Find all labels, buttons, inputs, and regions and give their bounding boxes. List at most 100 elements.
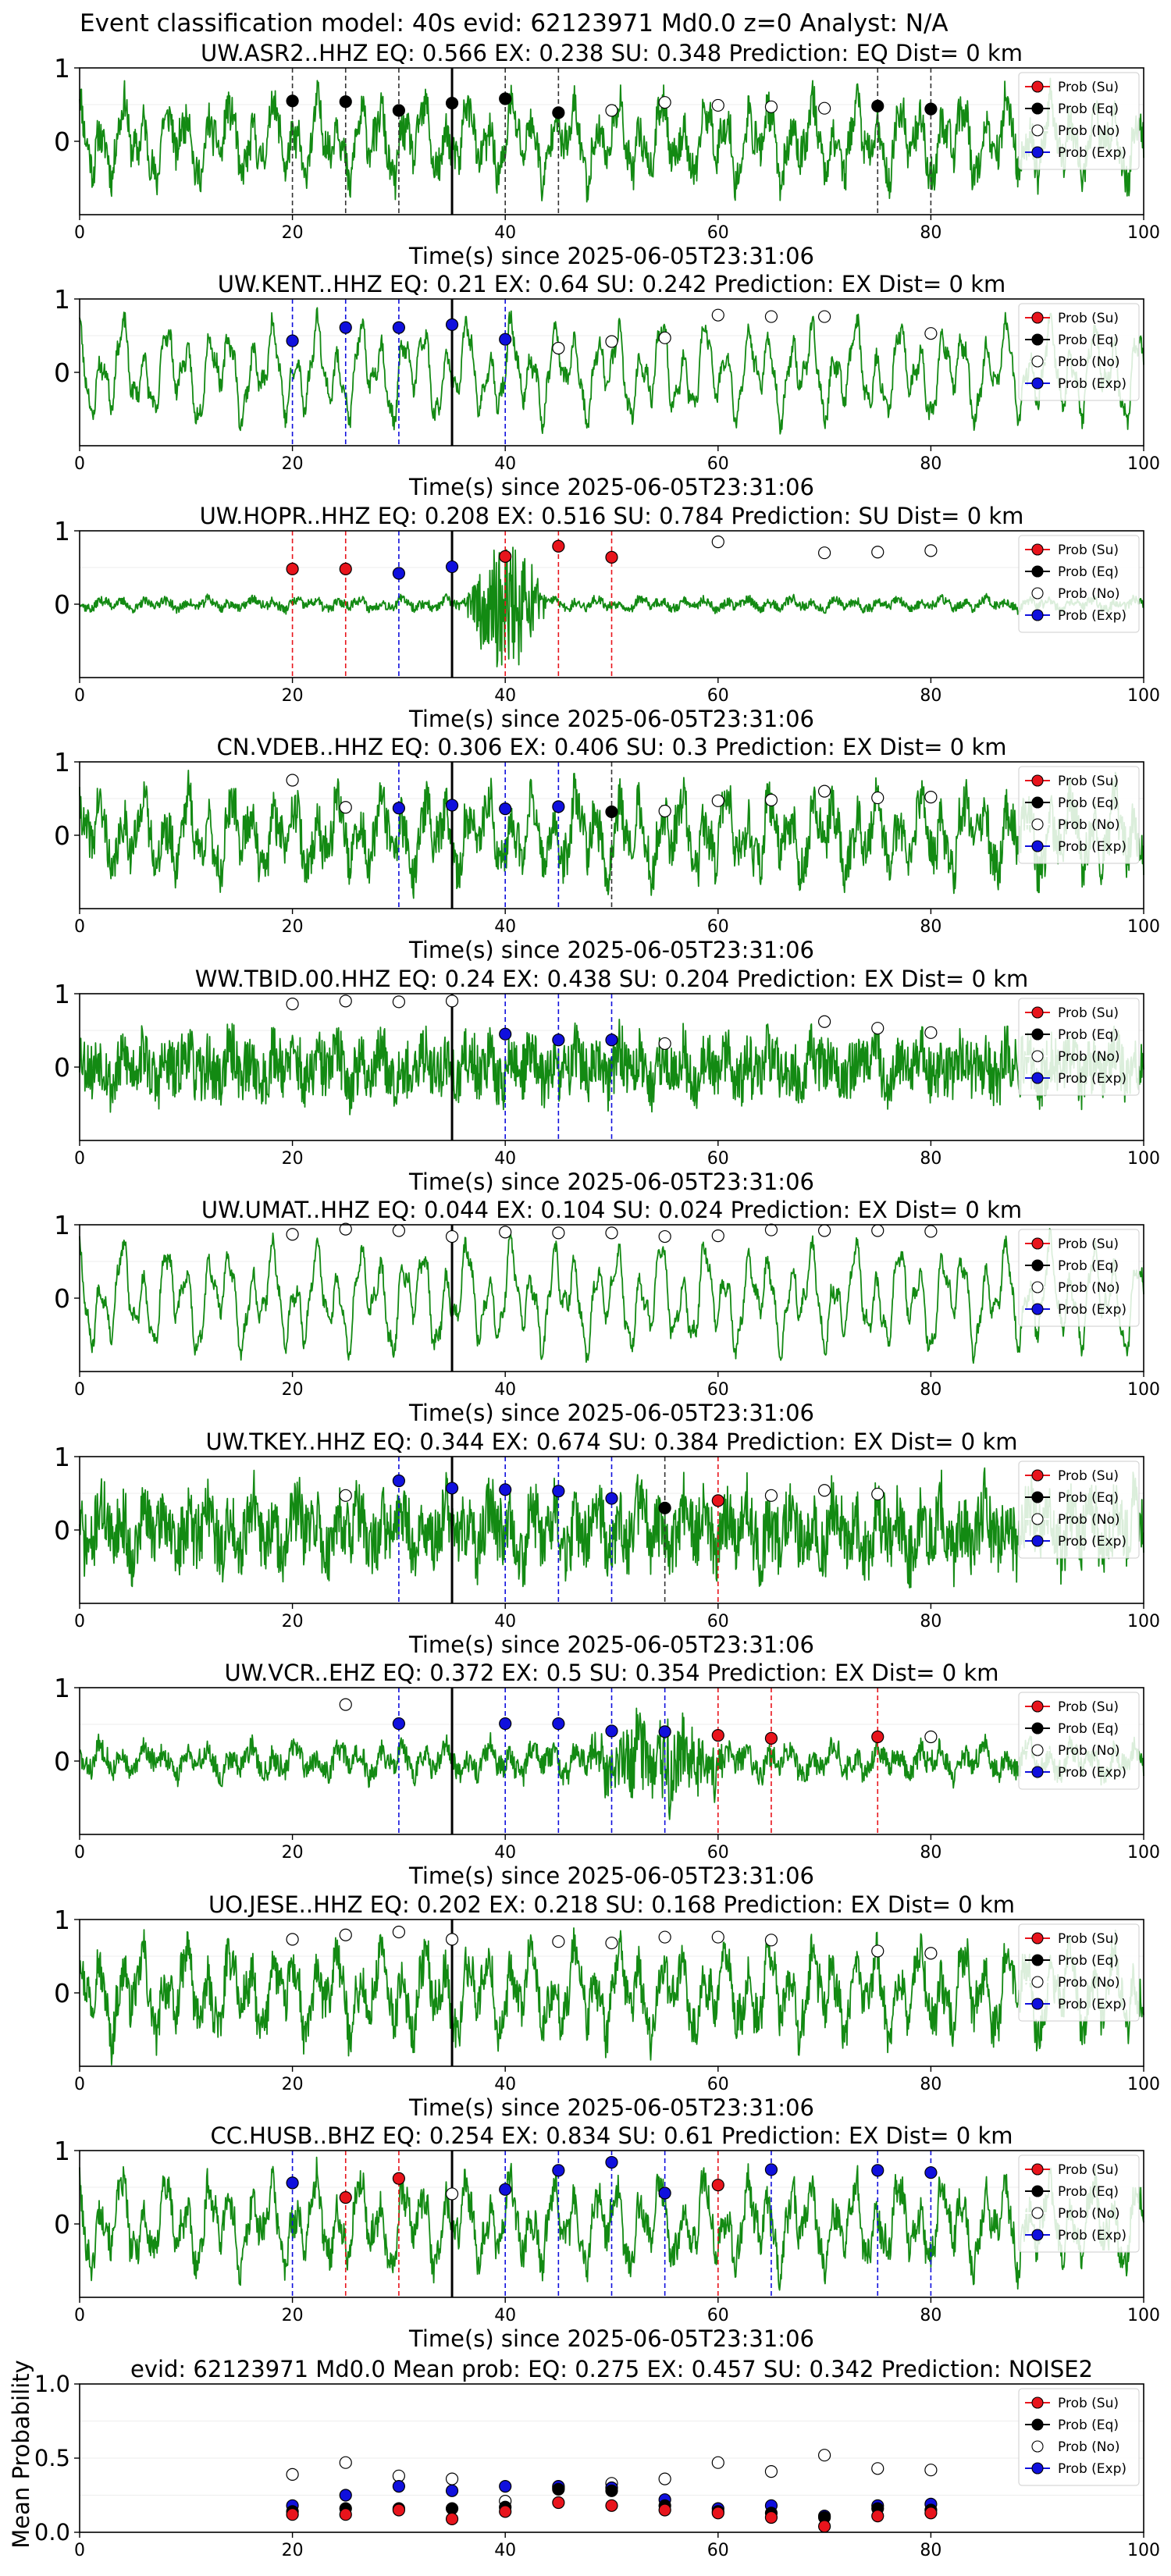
prob-marker-su [817,2520,831,2533]
prob-marker-no [711,1229,724,1243]
y-axis-label: Mean Probability [8,2360,34,2549]
x-axis-label: Time(s) since 2025-06-05T23:31:06 [408,937,814,963]
legend-label-su: Prob (Su) [1058,543,1119,558]
x-tick-label: 60 [707,917,729,937]
x-tick-label: 0 [74,686,85,706]
y-tick-label: 0 [54,2209,70,2240]
prob-marker-exp [658,1725,671,1738]
prob-marker-no [552,341,565,355]
y-tick-label: 1 [54,53,70,84]
prob-marker-exp [445,560,459,574]
prob-marker-no [605,1936,618,1950]
x-tick-label: 100 [1127,2306,1160,2325]
legend-marker-no [1031,1976,1044,1988]
legend-label-no: Prob (No) [1058,1512,1120,1528]
legend-label-exp: Prob (Exp) [1058,145,1127,161]
legend: Prob (Su) Prob (Eq) Prob (No) Prob (Exp) [1018,1461,1140,1559]
legend-label-eq: Prob (Eq) [1058,1258,1119,1274]
legend-marker-exp [1031,609,1044,621]
legend-marker-no [1031,124,1044,137]
y-tick-label: 1 [54,1442,70,1472]
legend-label-exp: Prob (Exp) [1058,2461,1127,2477]
panel-title: CN.VDEB..HHZ EQ: 0.306 EX: 0.406 SU: 0.3… [217,734,1007,760]
prob-marker-no [286,998,299,1011]
x-tick-label: 80 [920,686,941,706]
panel-uo-jese--hhz: UO.JESE..HHZ EQ: 0.202 EX: 0.218 SU: 0.1… [54,1891,1160,2121]
x-tick-label: 60 [707,2306,729,2325]
legend: Prob (Su) Prob (Eq) Prob (No) Prob (Exp) [1018,303,1140,401]
panel-mean: evid: 62123971 Md0.0 Mean prob: EQ: 0.27… [8,2356,1160,2560]
prob-marker-eq [924,102,938,116]
prob-marker-exp [605,2155,618,2169]
x-tick-label: 100 [1127,686,1160,706]
legend-marker-exp [1031,840,1044,852]
prob-marker-no [924,1026,938,1039]
y-tick-label: 0 [54,358,70,388]
x-tick-label: 80 [920,1149,941,1169]
prob-marker-no [605,335,618,348]
y-tick-label: 0 [54,589,70,620]
legend-box [1018,535,1140,633]
prob-marker-no [924,1225,938,1238]
legend-marker-eq [1031,333,1044,346]
x-tick-label: 60 [707,686,729,706]
prob-marker-no [711,2456,724,2469]
prob-marker-exp [499,2480,512,2493]
x-tick-label: 0 [74,223,85,243]
x-axis-label: Time(s) since 2025-06-05T23:31:06 [408,1400,814,1426]
prob-marker-no [711,98,724,112]
legend-box [1018,1923,1140,2022]
panel-uw-hopr--hhz: UW.HOPR..HHZ EQ: 0.208 EX: 0.516 SU: 0.7… [54,503,1160,732]
legend-label-su: Prob (Su) [1058,80,1119,95]
prob-marker-no [817,1484,831,1497]
prob-marker-su [764,1731,778,1745]
prob-marker-exp [605,1492,618,1505]
x-tick-label: 60 [707,1612,729,1631]
x-tick-label: 40 [494,1149,516,1169]
x-axis-label: Time(s) since 2025-06-05T23:31:06 [408,1631,814,1658]
prob-marker-exp [392,321,405,334]
prob-marker-no [924,544,938,557]
legend-label-eq: Prob (Eq) [1058,1721,1119,1737]
prob-marker-no [445,1933,459,1946]
x-tick-label: 40 [494,1380,516,1400]
x-tick-label: 20 [282,2075,304,2094]
waveform-trace [79,307,1144,435]
waveform-trace [79,770,1144,899]
x-tick-label: 80 [920,2075,941,2094]
x-tick-label: 40 [494,2306,516,2325]
prob-marker-exp [499,333,512,346]
x-tick-label: 80 [920,2306,941,2325]
legend-marker-eq [1031,1028,1044,1041]
prob-marker-no [764,793,778,806]
prob-marker-exp [445,318,459,331]
prob-marker-eq [605,2484,618,2497]
prob-marker-no [658,804,671,818]
prob-marker-exp [605,1034,618,1047]
prob-marker-su [924,2507,938,2520]
x-tick-label: 0 [74,1612,85,1631]
prob-marker-eq [445,97,459,110]
panel-uw-asr2--hhz: UW.ASR2..HHZ EQ: 0.566 EX: 0.238 SU: 0.3… [54,40,1160,269]
prob-marker-no [658,1930,671,1944]
prob-marker-no [924,327,938,340]
legend-label-no: Prob (No) [1058,1975,1120,1991]
prob-marker-su [871,2510,884,2523]
legend-label-no: Prob (No) [1058,354,1120,370]
prob-marker-no [392,995,405,1009]
x-tick-label: 0 [74,2075,85,2094]
legend-label-su: Prob (Su) [1058,1931,1119,1947]
prob-marker-exp [392,567,405,580]
legend-marker-su [1031,1700,1044,1713]
legend-marker-su [1031,774,1044,787]
legend-label-exp: Prob (Exp) [1058,839,1127,855]
x-tick-label: 80 [920,1380,941,1400]
prob-marker-no [286,1228,299,1241]
prob-marker-exp [924,2166,938,2179]
prob-marker-eq [552,2482,565,2496]
prob-marker-no [764,100,778,113]
legend: Prob (Su) Prob (Eq) Prob (No) Prob (Exp) [1018,1229,1140,1327]
legend: Prob (Su) Prob (Eq) Prob (No) Prob (Exp) [1018,535,1140,633]
prob-marker-su [871,1730,884,1744]
prob-marker-exp [552,1034,565,1047]
